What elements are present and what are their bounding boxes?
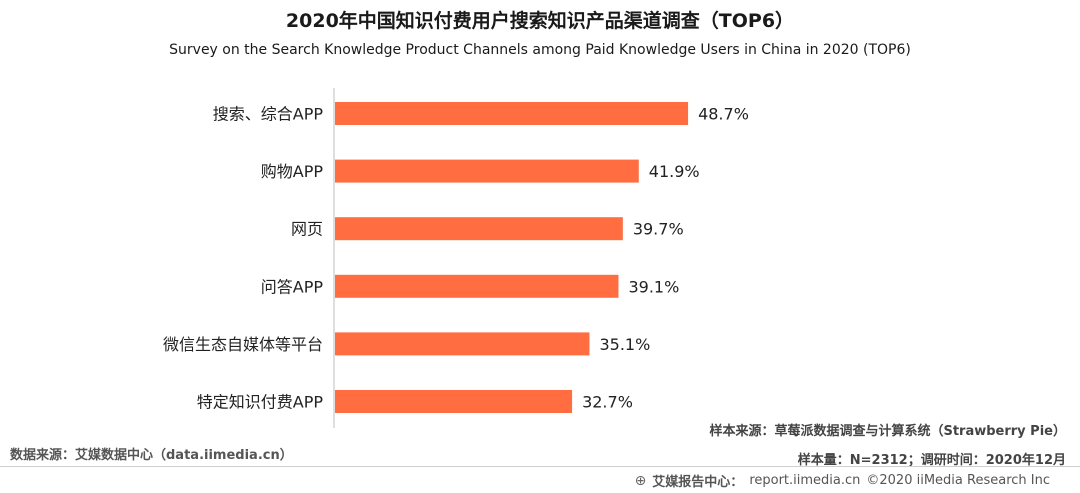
data-label: 39.1% — [628, 277, 679, 296]
footer-copyright: ©2020 iiMedia Research Inc — [866, 473, 1050, 488]
chart-title: 2020年中国知识付费用户搜索知识产品渠道调查（TOP6） — [285, 10, 795, 32]
sample-source-note: 样本来源：草莓派数据调查与计算系统（Strawberry Pie） — [709, 424, 1066, 439]
category-label: 特定知识付费APP — [197, 393, 324, 412]
bars-layer: 搜索、综合APP 48.7% 购物APP 41.9% 网页 39.7% 问答APP 39.1%… — [163, 102, 749, 413]
category-label: 网页 — [291, 220, 323, 239]
data-label: 41.9% — [649, 162, 700, 181]
footer-url[interactable]: report.iimedia.cn — [749, 473, 861, 488]
data-label: 32.7% — [582, 393, 633, 412]
data-label: 48.7% — [698, 105, 749, 124]
bar — [335, 159, 639, 183]
bar — [335, 217, 623, 241]
footer: ⊕ 艾媒报告中心： report.iimedia.cn ©2020 iiMedi… — [634, 471, 1050, 491]
data-label: 39.7% — [633, 220, 684, 239]
globe-icon: ⊕ — [634, 472, 647, 489]
category-label: 购物APP — [261, 162, 324, 181]
bar — [335, 102, 689, 125]
bar — [335, 274, 619, 298]
bar — [335, 332, 590, 356]
footer-divider — [0, 466, 1080, 467]
data-label: 35.1% — [599, 335, 650, 354]
sample-size-note: 样本量：N=2312；调研时间：2020年12月 — [797, 453, 1066, 468]
bar — [335, 390, 573, 413]
category-label: 微信生态自媒体等平台 — [163, 335, 323, 354]
category-label: 问答APP — [261, 277, 324, 296]
data-source-note: 数据来源：艾媒数据中心（data.iimedia.cn） — [10, 448, 293, 463]
footer-org-label: 艾媒报告中心： — [652, 475, 744, 490]
chart-subtitle: Survey on the Search Knowledge Product C… — [169, 42, 911, 58]
category-label: 搜索、综合APP — [213, 105, 324, 124]
